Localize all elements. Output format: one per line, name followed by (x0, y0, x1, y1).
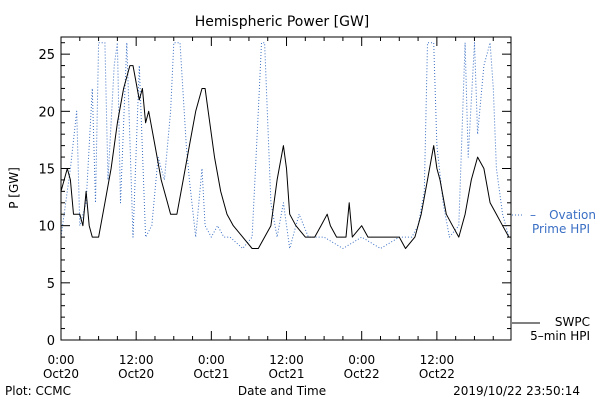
series-line-swpc (60, 65, 510, 249)
legend-ovation-dash: – (530, 208, 536, 222)
x-tick-date-label: Oct22 (344, 367, 380, 381)
x-axis: 0:00Oct2012:00Oct200:00Oct2112:00Oct210:… (43, 37, 494, 381)
x-tick-time-label: 0:00 (348, 353, 375, 367)
y-tick-label: 15 (38, 162, 55, 177)
swpc-series (60, 65, 510, 249)
ovation-series (60, 42, 510, 249)
legend-swpc-line1: SWPC (555, 315, 590, 329)
y-tick-label: 5 (47, 277, 55, 292)
series-line-ovation (60, 42, 510, 249)
y-axis: 0 5 10 15 20 25 (38, 42, 511, 349)
legend-swpc-line2: 5–min HPI (530, 329, 590, 343)
y-axis-label: P [GW] (7, 167, 21, 209)
y-tick-label: 0 (47, 334, 55, 349)
legend-ovation-line1: Ovation (549, 208, 596, 222)
plot-credit: Plot: CCMC (5, 384, 71, 398)
timestamp: 2019/10/22 23:50:14 (453, 384, 580, 398)
legend: – Ovation Prime HPI SWPC 5–min HPI (512, 208, 596, 343)
y-tick-label: 20 (38, 105, 55, 120)
x-tick-time-label: 0:00 (198, 353, 225, 367)
plot-frame (60, 36, 512, 341)
x-tick-time-label: 12:00 (119, 353, 154, 367)
legend-ovation-line2: Prime HPI (532, 222, 590, 236)
x-tick-date-label: Oct21 (269, 367, 305, 381)
y-tick-label: 25 (38, 48, 55, 63)
x-tick-time-label: 0:00 (48, 353, 75, 367)
x-tick-time-label: 12:00 (420, 353, 455, 367)
x-tick-date-label: Oct20 (43, 367, 79, 381)
x-tick-date-label: Oct20 (118, 367, 154, 381)
x-tick-time-label: 12:00 (269, 353, 304, 367)
x-tick-date-label: Oct22 (419, 367, 455, 381)
y-tick-label: 10 (38, 220, 55, 235)
chart-title: Hemispheric Power [GW] (195, 14, 370, 30)
x-axis-label: Date and Time (238, 384, 326, 398)
x-tick-date-label: Oct21 (193, 367, 229, 381)
